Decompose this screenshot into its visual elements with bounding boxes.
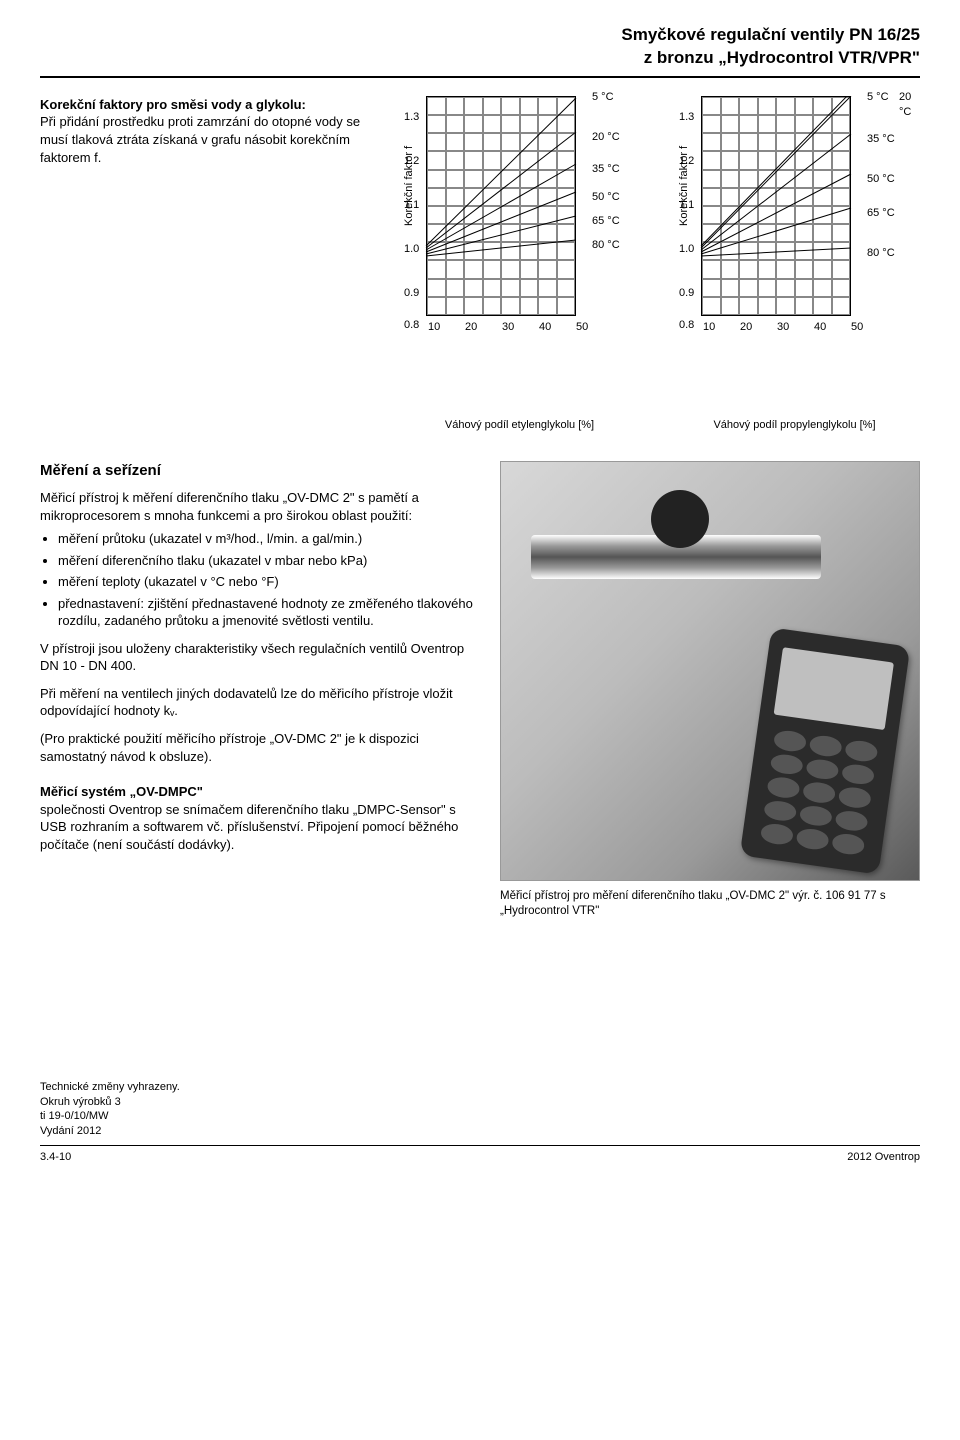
chart-line-label: 5 °C — [592, 90, 614, 105]
chart-ytick: 1.1 — [679, 198, 694, 213]
list-item: měření průtoku (ukazatel v m³/hod., l/mi… — [58, 530, 480, 548]
chart-line-label: 35 °C — [592, 162, 620, 177]
list-item: měření teploty (ukazatel v °C nebo °F) — [58, 573, 480, 591]
footer-page: 3.4-10 — [40, 1150, 71, 1165]
chart-right-xlabel: Váhový podíl propylenglykolu [%] — [669, 418, 920, 433]
chart-xtick: 50 — [576, 320, 588, 335]
chart-line-label: 20 °C — [592, 130, 620, 145]
chart-xtick: 20 — [740, 320, 752, 335]
handheld-device-graphic — [740, 627, 911, 874]
chart-xtick: 40 — [814, 320, 826, 335]
page-footer: Technické změny vyhrazeny. Okruh výrobků… — [40, 1080, 920, 1165]
chart-ytick: 1.2 — [679, 154, 694, 169]
measurement-p4: (Pro praktické použití měřicího přístroj… — [40, 730, 480, 765]
product-photo — [500, 461, 920, 881]
measurement-section: Měření a seřízení Měřicí přístroj k měře… — [40, 461, 920, 920]
chart-line-label: 50 °C — [867, 172, 895, 187]
measurement-p5: společnosti Oventrop se snímačem diferen… — [40, 801, 480, 854]
chart-ytick: 1.0 — [404, 242, 419, 257]
photo-caption: Měřicí přístroj pro měření diferenčního … — [500, 889, 920, 920]
chart-xtick: 10 — [703, 320, 715, 335]
chart-line-label: 50 °C — [592, 190, 620, 205]
chart-ytick: 0.8 — [679, 318, 694, 333]
chart-left-xlabel: Váhový podíl etylenglykolu [%] — [394, 418, 645, 433]
header-line2: z bronzu „Hydrocontrol VTR/VPR" — [40, 47, 920, 70]
list-item: přednastavení: zjištění přednastavené ho… — [58, 595, 480, 630]
chart-ytick: 1.3 — [679, 110, 694, 125]
top-row: Korekční faktory pro směsi vody a glykol… — [40, 96, 920, 433]
valve-graphic — [531, 480, 821, 630]
intro-paragraph: Při přidání prostředku proti zamrzání do… — [40, 113, 370, 166]
footer-tech: Technické změny vyhrazeny. — [40, 1080, 920, 1095]
chart-ytick: 1.3 — [404, 110, 419, 125]
chart-ytick: 1.1 — [404, 198, 419, 213]
chart-ytick: 1.2 — [404, 154, 419, 169]
footer-right: 2012 Oventrop — [847, 1150, 920, 1165]
chart-line-label: 80 °C — [867, 246, 895, 261]
chart-ytick: 0.8 — [404, 318, 419, 333]
chart-xtick: 50 — [851, 320, 863, 335]
chart-ytick: 0.9 — [679, 286, 694, 301]
chart-xtick: 40 — [539, 320, 551, 335]
chart-line-label: 5 °C — [867, 90, 889, 105]
intro-heading: Korekční faktory pro směsi vody a glykol… — [40, 96, 370, 114]
measurement-h3: Měřicí systém „OV-DMPC" — [40, 783, 480, 801]
footer-group: Okruh výrobků 3 — [40, 1095, 920, 1110]
intro-column: Korekční faktory pro směsi vody a glykol… — [40, 96, 370, 433]
chart-ethylene: Korekční faktor f1.31.21.11.00.90.810203… — [394, 96, 645, 433]
chart-line-label: 65 °C — [592, 214, 620, 229]
measurement-text: Měření a seřízení Měřicí přístroj k měře… — [40, 461, 480, 920]
chart-line-label: 65 °C — [867, 206, 895, 221]
measurement-p3: Při měření na ventilech jiných dodavatel… — [40, 685, 480, 720]
chart-xtick: 30 — [777, 320, 789, 335]
measurement-photo-column: Měřicí přístroj pro měření diferenčního … — [500, 461, 920, 920]
list-item: měření diferenčního tlaku (ukazatel v mb… — [58, 552, 480, 570]
chart-line-label: 20 °C — [899, 90, 920, 120]
footer-edition: Vydání 2012 — [40, 1124, 920, 1139]
footer-ref: ti 19-0/10/MW — [40, 1109, 920, 1124]
chart-propylene: Korekční faktor f1.31.21.11.00.90.810203… — [669, 96, 920, 433]
chart-line-label: 35 °C — [867, 132, 895, 147]
measurement-bullets: měření průtoku (ukazatel v m³/hod., l/mi… — [40, 530, 480, 630]
page-header: Smyčkové regulační ventily PN 16/25 z br… — [40, 24, 920, 78]
chart-xtick: 10 — [428, 320, 440, 335]
chart-ytick: 1.0 — [679, 242, 694, 257]
chart-line-label: 80 °C — [592, 238, 620, 253]
chart-xtick: 30 — [502, 320, 514, 335]
chart-xtick: 20 — [465, 320, 477, 335]
measurement-heading: Měření a seřízení — [40, 461, 480, 481]
measurement-p1: Měřicí přístroj k měření diferenčního tl… — [40, 489, 480, 524]
chart-ytick: 0.9 — [404, 286, 419, 301]
header-line1: Smyčkové regulační ventily PN 16/25 — [40, 24, 920, 47]
measurement-p2: V přístroji jsou uloženy charakteristiky… — [40, 640, 480, 675]
